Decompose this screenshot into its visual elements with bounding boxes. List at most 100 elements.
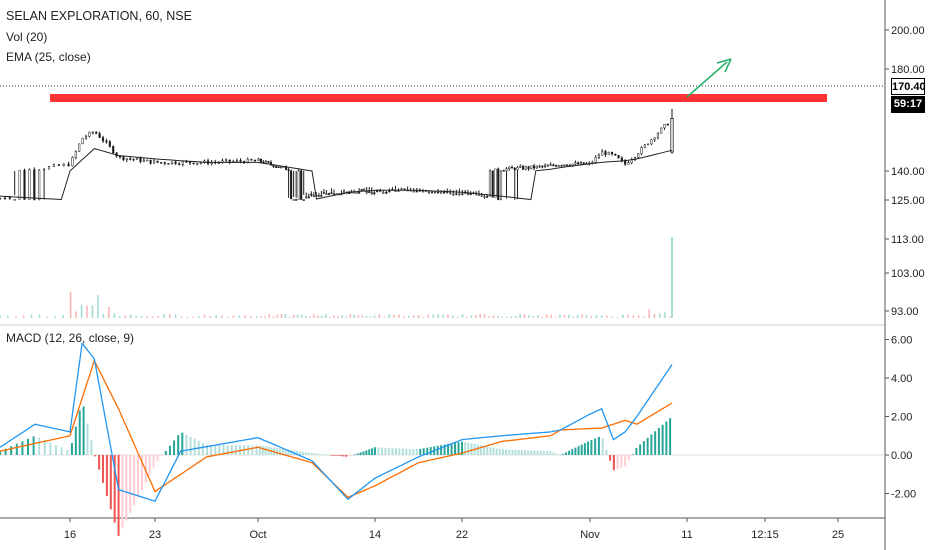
candle-body: [491, 170, 494, 198]
volume-bar: [388, 314, 390, 318]
volume-bar: [606, 315, 608, 318]
macd-histogram-bar: [583, 443, 586, 455]
volume-bar: [550, 314, 552, 318]
candle-body: [250, 158, 253, 161]
candle-body: [277, 166, 280, 169]
volume-bar: [321, 316, 323, 318]
macd-histogram-bar: [408, 448, 411, 455]
volume-bar: [215, 315, 217, 318]
macd-histogram-bar: [587, 441, 590, 455]
volume-bar: [437, 314, 439, 318]
candle-body: [67, 163, 70, 167]
candle-body: [656, 132, 659, 139]
volume-bar: [91, 305, 94, 318]
volume-bar: [14, 316, 17, 318]
macd-histogram-bar: [486, 446, 489, 455]
candle-body: [437, 191, 440, 194]
volume-bar: [474, 315, 477, 318]
volume-bar: [97, 295, 99, 318]
macd-histogram-bar: [206, 444, 209, 455]
candle-body: [640, 147, 643, 155]
macd-histogram-bar: [251, 445, 254, 455]
candle-body: [327, 193, 330, 195]
volume-bar: [22, 315, 25, 318]
macd-histogram-bar: [362, 451, 365, 455]
macd-histogram-bar: [501, 449, 504, 455]
macd-histogram-bar: [524, 450, 527, 455]
candle-body: [317, 195, 320, 197]
volume-bar: [197, 316, 200, 318]
candle-body: [660, 127, 663, 134]
macd-histogram-bar: [117, 455, 120, 536]
macd-tick-label: -2.00: [891, 489, 916, 501]
macd-histogram-bar: [454, 442, 457, 455]
candle-body: [560, 165, 563, 167]
macd-histogram-bar: [330, 455, 333, 456]
candle-body: [297, 170, 300, 200]
candle-body: [3, 197, 6, 200]
macd-histogram-bar: [594, 438, 597, 455]
candle-body: [170, 161, 174, 165]
price-tick-label: 103.00: [891, 268, 925, 280]
macd-histogram-bar: [350, 455, 353, 456]
candle-body: [129, 158, 132, 160]
candle-body: [541, 165, 544, 168]
macd-histogram-bar: [574, 447, 577, 455]
candle-body: [118, 155, 122, 158]
candle-body: [415, 190, 418, 193]
candle-body: [322, 192, 325, 194]
macd-histogram-bar: [654, 431, 657, 455]
candle-body: [527, 166, 530, 169]
candle-body: [78, 143, 81, 152]
candle-body: [577, 162, 580, 165]
macd-histogram-bar: [102, 455, 105, 483]
macd-histogram-bar: [310, 453, 313, 455]
candle-body: [320, 195, 323, 197]
volume-bar: [407, 315, 410, 318]
volume-bar: [664, 311, 666, 318]
candle-body: [385, 191, 388, 194]
macd-histogram-bar: [181, 432, 184, 455]
volume-bar: [353, 315, 356, 318]
candle-body: [368, 191, 371, 193]
volume-legend[interactable]: Vol (20): [6, 30, 48, 44]
macd-histogram-bar: [345, 455, 348, 457]
candle-body: [38, 169, 41, 201]
price-tick-label: 140.00: [891, 166, 925, 178]
candle-body: [555, 165, 558, 167]
ema-legend[interactable]: EMA (25, close): [6, 50, 91, 64]
volume-bar: [432, 314, 434, 318]
candle-body: [257, 158, 260, 161]
candle-body: [235, 160, 238, 162]
symbol-title[interactable]: SELAN EXPLORATION, 60, NSE: [6, 9, 192, 23]
volume-bar: [38, 314, 41, 318]
macd-histogram-bar: [470, 443, 473, 455]
macd-histogram-bar: [555, 453, 558, 455]
candle-body: [469, 193, 472, 196]
candle-body: [163, 162, 166, 164]
macd-legend[interactable]: MACD (12, 26, close, 9): [6, 331, 135, 345]
macd-tick-label: 6.00: [891, 335, 912, 347]
macd-histogram-bar: [669, 418, 672, 455]
macd-histogram-bar: [612, 455, 615, 471]
macd-histogram-bar: [476, 444, 479, 455]
macd-line: [0, 341, 673, 502]
macd-histogram-bar: [264, 446, 267, 455]
candle-body: [295, 199, 298, 201]
macd-histogram-bar: [514, 449, 517, 455]
candle-body: [427, 191, 430, 194]
macd-histogram-bar: [546, 451, 549, 455]
volume-bar: [479, 314, 482, 318]
macd-histogram-bar: [380, 447, 383, 455]
candle-body: [62, 163, 65, 166]
volume-bar: [576, 314, 579, 318]
candle-body: [643, 144, 646, 148]
volume-bar: [442, 314, 444, 318]
candle-body: [466, 193, 469, 196]
volume-bar: [325, 314, 327, 318]
candle-body: [302, 199, 305, 201]
candle-body: [538, 165, 541, 168]
volume-bar: [284, 314, 287, 318]
volume-spike-bar: [671, 237, 673, 318]
